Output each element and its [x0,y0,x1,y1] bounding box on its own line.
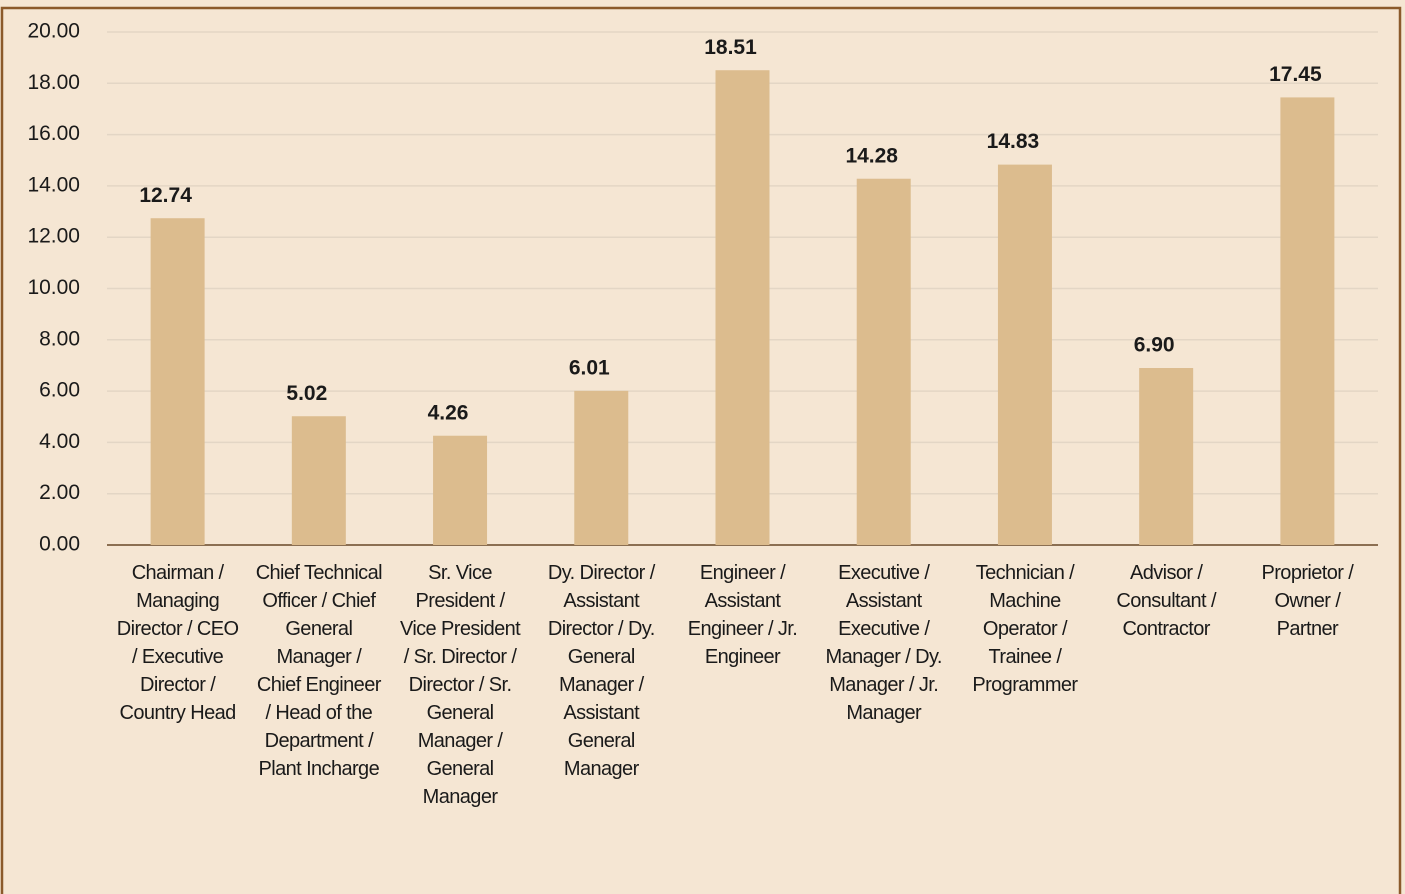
bar [1280,97,1335,545]
y-tick-label: 6.00 [39,379,80,402]
x-tick-label: Technician / Machine Operator / Trainee … [972,562,1078,696]
y-tick-label: 2.00 [39,481,80,504]
data-label: 17.45 [1269,63,1322,86]
y-tick-label: 14.00 [27,173,80,196]
bar [1139,368,1194,545]
y-tick-label: 0.00 [39,533,80,556]
x-tick-label: Proprietor / Owner / Partner [1261,562,1354,640]
x-tick-label: Advisor / Consultant / Contractor [1116,562,1216,640]
y-tick-label: 8.00 [39,327,80,350]
bar [715,70,770,545]
bar [856,178,911,545]
bar [150,218,205,545]
data-label: 6.90 [1134,334,1175,357]
data-label: 5.02 [286,382,327,405]
y-tick-label: 4.00 [39,430,80,453]
y-tick-label: 12.00 [27,225,80,248]
x-tick-label: Sr. Vice President / Vice President / Sr… [399,562,521,808]
bar [574,390,629,545]
data-label: 14.28 [845,144,898,167]
data-label: 6.01 [569,356,610,379]
x-tick-label: Engineer / Assistant Engineer / Jr. Engi… [687,562,798,668]
y-tick-label: 10.00 [27,276,80,299]
data-label: 18.51 [704,36,757,59]
bar [433,435,488,545]
y-tick-label: 16.00 [27,122,80,145]
y-tick-label: 18.00 [27,71,80,94]
bar [997,164,1052,545]
data-label: 12.74 [139,184,192,207]
data-label: 14.83 [987,130,1040,153]
x-tick-label: Executive / Assistant Executive / Manage… [825,562,943,724]
x-tick-label: Chief Technical Officer / Chief General … [255,562,383,780]
bar [291,416,346,545]
data-label: 4.26 [428,401,469,424]
x-tick-label: Dy. Director / Assistant Director / Dy. … [547,562,655,780]
y-tick-label: 20.00 [27,20,80,43]
x-tick-label: Chairman / Managing Director / CEO / Exe… [116,562,239,724]
